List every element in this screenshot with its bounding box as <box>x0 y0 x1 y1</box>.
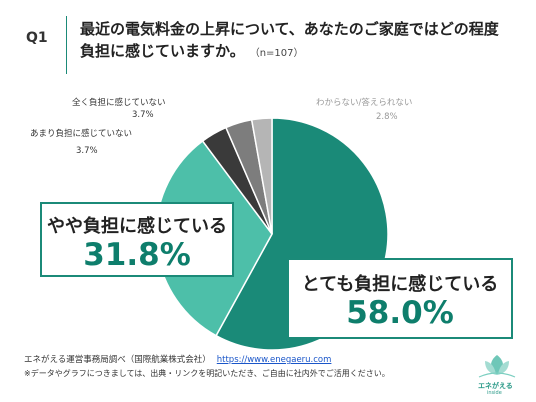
callout-value-somewhat: 31.8% <box>83 237 191 273</box>
logo-sub: inside <box>487 390 502 396</box>
callout-somewhat-burdened: やや負担に感じている 31.8% <box>40 202 234 277</box>
callout-value-very: 58.0% <box>346 295 454 331</box>
leaf-logo-icon <box>478 355 516 378</box>
slice-value-unknown: 2.8% <box>376 112 398 122</box>
sample-size: （n=107） <box>254 48 304 59</box>
question-line-1: 最近の電気料金の上昇について、あなたのご家庭ではどの程度 <box>80 20 499 38</box>
slice-label-not-at-all: 全く負担に感じていない <box>72 98 166 108</box>
question-number: Q1 <box>26 30 48 46</box>
slice-label-unknown: わからない/答えられない <box>316 98 413 108</box>
source-link[interactable]: https://www.enegaeru.com <box>216 355 332 365</box>
callout-very-burdened: とても負担に感じている 58.0% <box>287 258 513 339</box>
slice-unknown <box>250 117 273 235</box>
callout-label-somewhat: やや負担に感じている <box>47 216 227 237</box>
source-line: エネがえる運営事務局調べ（国際航業株式会社） https://www.enegae… <box>24 353 331 365</box>
callout-label-very: とても負担に感じている <box>301 274 499 295</box>
slice-label-not-much: あまり負担に感じていない <box>30 129 133 139</box>
source-text: エネがえる運営事務局調べ（国際航業株式会社） <box>24 355 211 365</box>
usage-note: ※データやグラフにつきましては、出典・リンクを明記いただき、ご自由に社内外でご活… <box>24 369 390 378</box>
question-divider <box>66 16 67 74</box>
slice-value-not-at-all: 3.7% <box>132 110 154 120</box>
question-line-2: 負担に感じていますか。 <box>80 42 245 60</box>
logo-text: エネがえる <box>478 382 513 390</box>
slice-value-not-much: 3.7% <box>76 146 98 156</box>
question-text: 最近の電気料金の上昇について、あなたのご家庭ではどの程度 負担に感じていますか。… <box>80 18 520 65</box>
